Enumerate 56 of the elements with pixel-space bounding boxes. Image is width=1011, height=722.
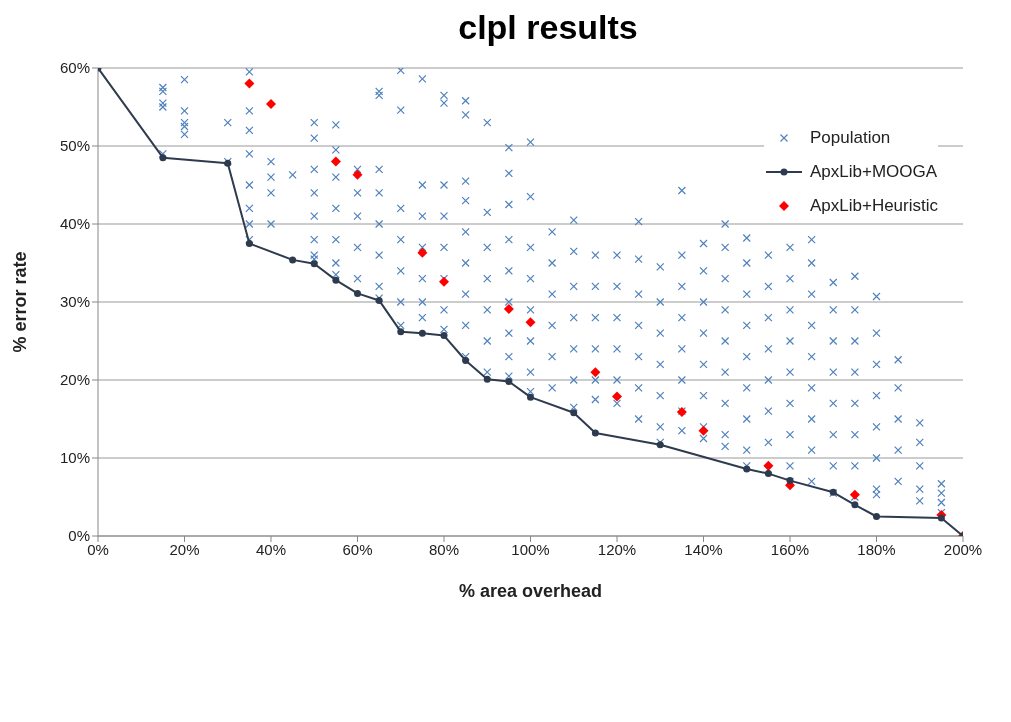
point [440, 332, 448, 340]
point [462, 357, 470, 364]
x-tick-label: 0% [87, 540, 109, 558]
point [332, 276, 340, 284]
point [244, 78, 255, 89]
y-tick-label: 10% [59, 449, 90, 467]
point [266, 98, 276, 109]
x-tick-label: 60% [342, 540, 373, 558]
x-tick-label: 120% [597, 540, 637, 558]
legend-label: ApxLib+MOOGA [809, 162, 938, 182]
point [570, 409, 578, 417]
point [245, 240, 253, 247]
point [289, 256, 297, 264]
point [503, 304, 514, 315]
y-tick-label: 40% [59, 215, 90, 233]
point [352, 169, 363, 180]
point [873, 513, 880, 520]
point [397, 328, 405, 336]
y-tick-label: 30% [59, 293, 90, 311]
x-tick-label: 80% [428, 540, 460, 558]
chart-title: clpl results [457, 8, 639, 48]
y-tick-label: 20% [59, 371, 90, 389]
point [763, 460, 774, 471]
point [527, 393, 534, 401]
point [525, 317, 536, 328]
x-tick-label: 40% [255, 540, 287, 558]
y-axis-title: % error rate [10, 251, 31, 353]
y-tick-label: 50% [59, 137, 90, 155]
point [698, 425, 709, 436]
legend-label: Population [809, 128, 891, 148]
point [743, 465, 751, 473]
y-tick-label: 0% [68, 527, 90, 545]
point [418, 329, 426, 337]
point [505, 378, 513, 386]
x-tick-label: 180% [857, 540, 896, 558]
x-tick-label: 100% [511, 540, 550, 558]
point [310, 260, 318, 268]
point [330, 156, 341, 167]
x-axis-title: % area overhead [458, 580, 603, 601]
point [591, 429, 599, 437]
point [439, 276, 449, 287]
x-tick-label: 200% [943, 540, 983, 558]
point [354, 289, 361, 297]
y-tick-label: 60% [59, 59, 90, 77]
point [417, 247, 428, 258]
point [764, 470, 772, 478]
point [159, 154, 167, 162]
x-tick-label: 140% [684, 540, 723, 558]
point [483, 375, 491, 383]
x-tick-label: 20% [169, 540, 200, 558]
legend-label: ApxLib+Heuristic [809, 196, 938, 216]
x-tick-label: 160% [770, 540, 810, 558]
point [937, 514, 945, 522]
point [590, 367, 601, 378]
point [612, 391, 622, 402]
point [851, 501, 859, 509]
